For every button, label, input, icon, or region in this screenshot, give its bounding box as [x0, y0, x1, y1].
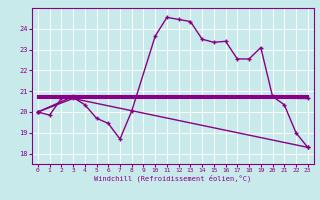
- X-axis label: Windchill (Refroidissement éolien,°C): Windchill (Refroidissement éolien,°C): [94, 175, 252, 182]
